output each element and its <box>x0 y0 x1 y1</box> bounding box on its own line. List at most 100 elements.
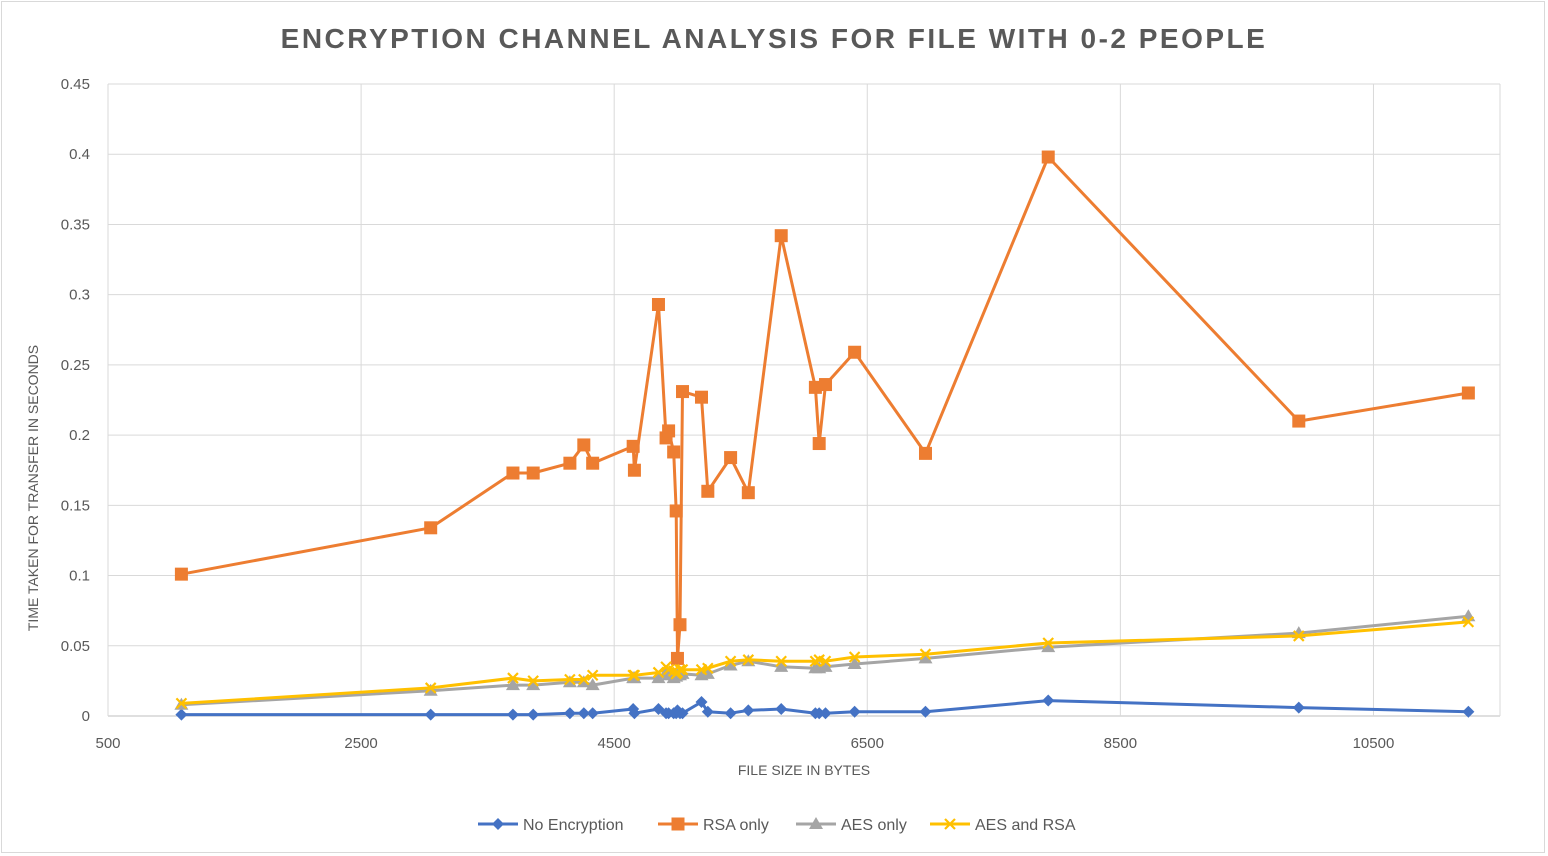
data-point <box>424 708 437 721</box>
gridlines <box>107 83 1501 717</box>
data-point <box>818 659 833 672</box>
y-tick-label: 0.4 <box>69 146 90 163</box>
data-point <box>918 446 932 460</box>
data-point <box>742 654 755 666</box>
data-point <box>1461 386 1475 400</box>
series-no-encryption <box>175 694 1475 721</box>
x-tick-label: 2500 <box>344 735 377 752</box>
data-point <box>577 438 591 452</box>
data-point <box>742 704 755 717</box>
data-point <box>662 424 676 438</box>
x-tick-label: 10500 <box>1353 735 1395 752</box>
series-aes-and-rsa <box>175 616 1475 710</box>
data-point <box>175 708 188 721</box>
data-point <box>774 659 789 672</box>
data-point <box>1462 705 1475 718</box>
data-point <box>775 655 787 668</box>
data-point <box>724 655 737 668</box>
data-point <box>1042 637 1055 649</box>
data-point <box>628 669 641 682</box>
data-point <box>723 658 738 671</box>
data-point <box>1462 616 1475 628</box>
data-point <box>506 708 519 721</box>
data-point <box>1292 701 1305 714</box>
legend-label: No Encryption <box>523 817 624 834</box>
chart-title: ENCRYPTION CHANNEL ANALYSIS FOR FILE WIT… <box>281 23 1268 54</box>
data-point <box>819 707 832 720</box>
data-point <box>507 672 519 684</box>
data-point <box>848 651 861 663</box>
y-tick-label: 0.25 <box>61 357 90 374</box>
data-point <box>819 378 833 392</box>
data-point <box>669 504 683 518</box>
y-tick-label: 0.15 <box>61 497 90 514</box>
data-point <box>670 651 684 665</box>
legend-marker <box>671 817 685 831</box>
data-point <box>813 707 826 720</box>
data-point <box>505 678 520 691</box>
data-point <box>848 705 861 718</box>
data-point <box>651 297 665 311</box>
data-point <box>848 345 862 359</box>
data-point <box>702 662 714 675</box>
data-point <box>586 669 599 682</box>
data-point <box>577 707 590 720</box>
data-point <box>1041 640 1056 653</box>
data-point <box>506 466 520 480</box>
data-point <box>175 697 188 710</box>
data-point <box>724 451 738 465</box>
data-point <box>424 521 438 535</box>
y-tick-label: 0.05 <box>61 638 90 655</box>
x-axis-title: FILE SIZE IN BYTES <box>738 762 870 778</box>
series-group <box>174 150 1476 721</box>
data-point <box>673 618 687 632</box>
data-point <box>628 707 641 720</box>
data-point <box>1293 630 1305 642</box>
y-axis-title: TIME TAKEN FOR TRANSFER IN SECONDS <box>25 345 41 631</box>
data-point <box>695 695 708 708</box>
y-axis: 0 0.05 0.1 0.15 0.2 0.25 0.3 0.35 0.4 0.45 <box>61 76 90 725</box>
data-point <box>812 437 826 451</box>
data-point <box>563 707 576 720</box>
data-point <box>701 484 715 498</box>
data-point <box>919 648 932 660</box>
legend-label: RSA only <box>703 817 769 834</box>
y-tick-label: 0.3 <box>69 287 90 304</box>
data-point <box>652 666 665 679</box>
data-point <box>919 705 932 718</box>
legend-item: AES only <box>796 817 907 834</box>
legend-item: AES and RSA <box>930 817 1076 834</box>
y-tick-label: 0 <box>82 708 90 725</box>
data-point <box>741 486 755 500</box>
data-point <box>847 657 862 670</box>
data-point <box>627 463 641 477</box>
y-tick-label: 0.35 <box>61 216 90 233</box>
data-point <box>918 651 933 664</box>
data-point <box>586 456 600 470</box>
y-tick-label: 0.1 <box>69 568 90 585</box>
data-point <box>808 380 822 394</box>
data-point <box>775 702 788 715</box>
data-point <box>626 439 640 453</box>
data-point <box>526 466 540 480</box>
data-point <box>1042 694 1055 707</box>
series-rsa-only <box>174 150 1475 665</box>
data-point <box>578 673 590 686</box>
data-point <box>676 385 690 399</box>
data-point <box>667 445 681 459</box>
x-axis: 500 2500 4500 6500 8500 10500 <box>95 735 1394 752</box>
legend-item: No Encryption <box>478 817 624 834</box>
x-tick-label: 4500 <box>597 735 630 752</box>
data-point <box>819 655 832 668</box>
data-point <box>564 673 576 686</box>
data-point <box>1041 150 1055 164</box>
data-point <box>563 456 577 470</box>
series-line <box>179 155 1470 660</box>
data-point <box>1292 414 1306 428</box>
x-tick-label: 6500 <box>851 735 884 752</box>
data-point <box>676 707 689 720</box>
data-point <box>586 707 599 720</box>
legend-marker <box>944 818 956 830</box>
y-tick-label: 0.45 <box>61 76 90 93</box>
data-point <box>674 663 686 676</box>
